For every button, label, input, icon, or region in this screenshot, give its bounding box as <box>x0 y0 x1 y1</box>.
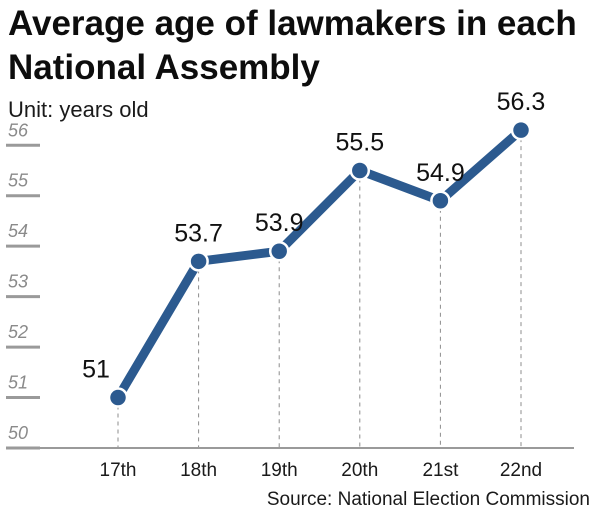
x-tick-label-18th: 18th <box>180 460 217 481</box>
x-axis: 17th 18th 19th 20th 21st 22nd <box>100 460 543 481</box>
x-tick-label-22nd: 22nd <box>500 460 542 481</box>
data-label-19th: 53.9 <box>255 209 304 237</box>
series-line <box>113 125 526 403</box>
x-tick-label-19th: 19th <box>261 460 298 481</box>
data-labels: 51 53.7 53.9 55.5 54.9 56.3 <box>82 88 545 383</box>
data-point-21st <box>430 190 451 212</box>
y-tick-label-50: 50 <box>8 423 28 443</box>
data-label-20th: 55.5 <box>335 129 384 157</box>
x-tick-label-17th: 17th <box>100 460 137 481</box>
data-label-18th: 53.7 <box>174 219 223 247</box>
series-age <box>107 119 532 408</box>
x-tick-label-21st: 21st <box>422 460 459 481</box>
data-point-22nd <box>510 119 532 141</box>
chart-subtitle: Unit: years old <box>8 97 149 122</box>
y-tick-label-51: 51 <box>8 373 28 393</box>
y-tick-label-54: 54 <box>8 221 28 241</box>
guide-lines <box>117 130 522 448</box>
y-tick-label-53: 53 <box>8 272 28 292</box>
x-tick-label-20th: 20th <box>341 460 378 481</box>
y-tick-label-55: 55 <box>8 171 29 191</box>
chart-title: Average age of lawmakers in each Nationa… <box>8 4 577 87</box>
data-label-17th: 51 <box>82 356 110 384</box>
data-label-21st: 54.9 <box>416 159 465 187</box>
source-note: Source: National Election Commission <box>266 489 590 510</box>
data-label-22nd: 56.3 <box>497 88 546 116</box>
data-point-20th <box>349 160 371 181</box>
y-tick-label-56: 56 <box>8 120 29 140</box>
data-point-19th <box>268 240 290 262</box>
y-axis: 56 55 54 53 52 51 50 <box>6 120 40 450</box>
data-point-17th <box>107 387 129 408</box>
y-tick-label-52: 52 <box>8 322 28 342</box>
data-point-18th <box>188 251 209 272</box>
